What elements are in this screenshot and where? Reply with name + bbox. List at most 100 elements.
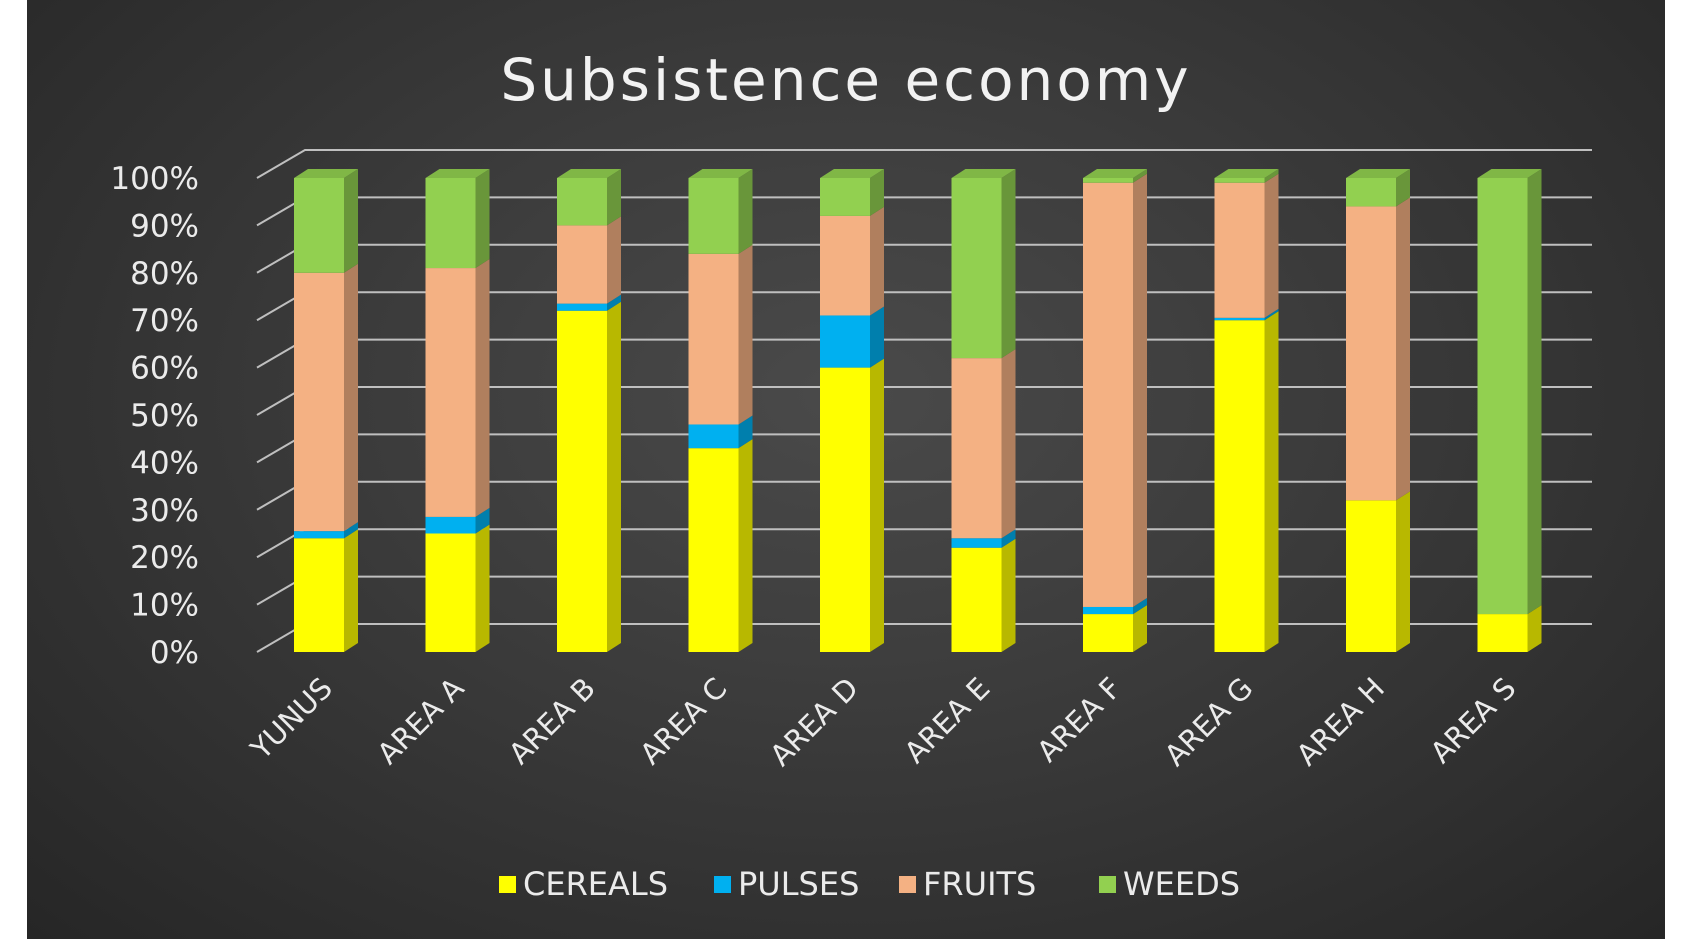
bar-segment-side (607, 216, 621, 304)
bar-segment (1477, 178, 1528, 615)
chart-panel: Subsistence economy 0% 10% 20% 30% 40% 50% 60%… (27, 0, 1665, 939)
x-category-label: AREA S (1424, 671, 1523, 770)
bar-top (425, 169, 490, 178)
bar-top (294, 169, 358, 178)
bar-segment-side (607, 294, 621, 311)
y-tick-label: 90% (130, 208, 199, 244)
bar-top (1477, 169, 1542, 178)
bar-group (1083, 169, 1147, 652)
legend-label: FRUITS (923, 865, 1036, 903)
x-category-label: AREA F (1030, 671, 1128, 769)
bar-segment (820, 178, 870, 216)
bar-segment-side (475, 259, 490, 517)
bar-segment (688, 253, 739, 425)
bar-group (1477, 169, 1542, 652)
bar-segment (425, 178, 476, 269)
bar-segment-side (344, 263, 358, 532)
bar-top (820, 169, 884, 178)
bar-segment (425, 516, 476, 534)
bar-segment-side (1001, 169, 1016, 359)
bar-group (1214, 169, 1279, 652)
bar-group (425, 169, 490, 652)
stacked-bar-chart: Subsistence economy 0% 10% 20% 30% 40% 50% 60%… (110, 46, 1592, 903)
bar-segment-side (1001, 538, 1016, 652)
bar-segment-side (1264, 308, 1279, 321)
bar-segment (688, 424, 739, 449)
bar-segment (820, 215, 870, 316)
bar-segment-side (1133, 597, 1147, 615)
x-category-label: AREA A (371, 671, 471, 771)
bar-group (557, 169, 621, 652)
bar-top (1083, 169, 1147, 178)
bar-segment-side (1396, 169, 1410, 207)
y-tick-label: 50% (130, 398, 199, 434)
bar-group (951, 169, 1016, 652)
bar-segment-side (738, 439, 753, 652)
bar-top (557, 169, 621, 178)
bar-segment-side (1133, 173, 1147, 607)
bar-segment (1346, 206, 1396, 501)
x-category-label: AREA H (1290, 671, 1391, 772)
bar-segment (1214, 317, 1265, 321)
bar-segment (294, 538, 344, 652)
bar-segment (951, 178, 1002, 359)
bar-segment-side (475, 524, 490, 652)
bar-segment (557, 178, 607, 226)
bar-segment-side (870, 306, 884, 368)
bar-segment-side (738, 244, 753, 425)
bar-segment (951, 547, 1002, 652)
legend-label: CEREALS (523, 865, 668, 903)
bar-segment-side (1264, 311, 1279, 652)
y-tick-label: 10% (130, 588, 199, 624)
bar-segment-side (1264, 169, 1279, 183)
y-tick-label: 100% (110, 161, 199, 197)
bar-top (1346, 169, 1410, 178)
bar-segment (557, 303, 607, 311)
bar-top (1214, 169, 1279, 178)
bar-segment (951, 358, 1002, 539)
bar-segment (688, 178, 739, 254)
bar-segment (820, 367, 870, 652)
bar-top (688, 169, 753, 178)
bar-segment-side (1133, 605, 1147, 652)
bar-segment-side (344, 529, 358, 652)
bar-segment-side (738, 415, 753, 449)
bar-segment (425, 268, 476, 517)
bar-segment-side (738, 169, 753, 254)
bar-segment-side (1527, 169, 1542, 615)
bar-segment (1214, 182, 1265, 318)
bar-segment (1214, 178, 1265, 183)
bar-segment (1214, 320, 1265, 652)
bar-segment (951, 538, 1002, 548)
bar-segment-side (1396, 197, 1410, 501)
y-tick-label: 70% (130, 303, 199, 339)
bar-group (688, 169, 753, 652)
bar-segment (294, 272, 344, 532)
chart-title: Subsistence economy (500, 46, 1191, 114)
bar-segment (820, 315, 870, 368)
y-tick-label: 20% (130, 540, 199, 576)
bar-segment-side (870, 358, 884, 652)
bar-segment (1346, 178, 1396, 207)
legend-label: PULSES (738, 865, 859, 903)
legend-swatch (499, 876, 516, 893)
bar-segment (557, 225, 607, 304)
bar-segment (1083, 606, 1133, 615)
gridline (256, 149, 1592, 179)
legend: CEREALS PULSES FRUITS WEEDS (499, 865, 1240, 903)
bar-segment-side (344, 522, 358, 539)
legend-swatch (899, 876, 916, 893)
bar-segment-side (1264, 173, 1279, 318)
bars (294, 169, 1542, 652)
bar-segment-side (607, 301, 621, 652)
x-category-label: AREA C (633, 671, 733, 771)
bar-segment (1083, 182, 1133, 607)
y-tick-label: 80% (130, 256, 199, 292)
legend-swatch (1099, 876, 1116, 893)
legend-label: WEEDS (1123, 865, 1240, 903)
bar-segment (557, 310, 607, 652)
bar-segment-side (870, 169, 884, 216)
bar-segment-side (475, 507, 490, 534)
bar-group (294, 169, 358, 652)
x-category-label: AREA G (1158, 671, 1260, 773)
